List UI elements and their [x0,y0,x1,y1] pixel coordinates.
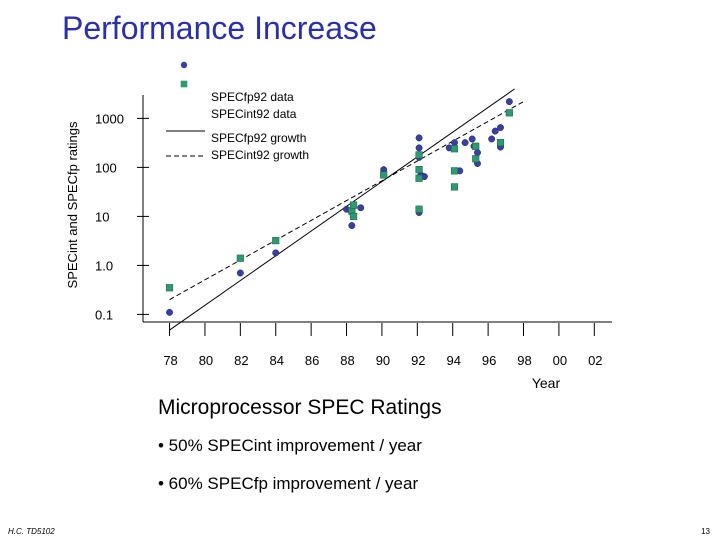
specint-point [472,142,480,150]
legend-fp-marker [180,61,188,69]
page-number: 13 [701,527,710,536]
specint-point [505,109,513,117]
x-tick-label: 88 [340,353,354,368]
specfp-point [505,98,513,106]
bullet-specfp: • 60% SPECfp improvement / year [158,474,419,493]
footer-source: H.C. TD5102 [8,527,55,536]
legend-int-marker [180,80,188,88]
data-points [165,98,513,316]
y-tick-label: 0.1 [95,307,113,322]
specint-point [415,151,423,159]
specint-growth-line [169,101,524,301]
specfp-point [451,139,458,147]
spec-ratings-chart: 0.1 1.0 10 100 1000 78 80 82 84 86 88 90 92 94 96 98 00… [65,61,612,391]
specint-point [450,167,459,175]
x-tick-label: 94 [446,353,460,368]
x-tick-label: 78 [163,353,177,368]
legend-label: SPECfp92 data [211,90,294,104]
y-tick-label: 1000 [95,111,124,126]
specfp-growth-line [169,88,515,331]
y-ticks: 0.1 1.0 10 100 1000 [95,111,149,322]
y-tick-label: 10 [95,209,109,224]
y-axis-label: SPECint and SPECfp ratings [65,121,80,288]
bullet-specint: • 50% SPECint improvement / year [158,436,422,455]
legend-label: SPECfp92 growth [211,131,306,145]
specint-point [496,139,505,147]
specfp-point [272,249,280,257]
x-tick-label: 82 [234,353,248,368]
x-tick-label: 80 [199,353,213,368]
y-tick-label: 100 [95,160,117,175]
legend-label: SPECint92 growth [211,148,309,162]
x-tick-label: 98 [517,353,531,368]
specint-point [472,155,480,163]
specfp-point [468,135,476,143]
x-tick-label: 02 [588,353,602,368]
specint-point [350,201,358,209]
specint-point [165,284,174,292]
specfp-point [461,139,469,147]
specint-point [272,237,280,245]
growth-lines [169,88,524,331]
specfp-point [348,222,356,230]
specint-point [450,183,459,191]
specfp-point [497,124,504,132]
chart-legend: SPECfp92 data SPECint92 data SPECfp92 grow… [166,61,309,162]
specfp-point [166,308,173,316]
x-tick-label: 86 [305,353,319,368]
specint-point [350,212,358,220]
specfp-point [415,144,423,152]
x-tick-label: 90 [376,353,390,368]
x-tick-label: 00 [553,353,567,368]
specfp-point [474,149,481,157]
y-tick-label: 1.0 [95,258,113,273]
specfp-point [415,134,423,142]
specfp-point [488,135,496,143]
x-ticks: 78 80 82 84 86 88 90 92 94 96 98 00 02 [163,323,603,368]
slide-title: Performance Increase [62,10,377,46]
specfp-point [236,269,244,277]
specint-point [236,254,244,262]
x-axis-label: Year [532,375,561,391]
specint-point [380,171,388,179]
specint-point [415,205,423,213]
legend-label: SPECint92 data [211,107,297,121]
specint-point [450,145,459,153]
specint-point [415,166,423,174]
specfp-point [357,204,365,212]
x-tick-label: 92 [411,353,425,368]
chart-axes [142,95,612,323]
x-tick-label: 96 [482,353,496,368]
chart-subtitle: Microprocessor SPEC Ratings [158,396,442,419]
x-tick-label: 84 [270,353,284,368]
specfp-point [491,127,499,135]
specint-point [415,174,423,182]
